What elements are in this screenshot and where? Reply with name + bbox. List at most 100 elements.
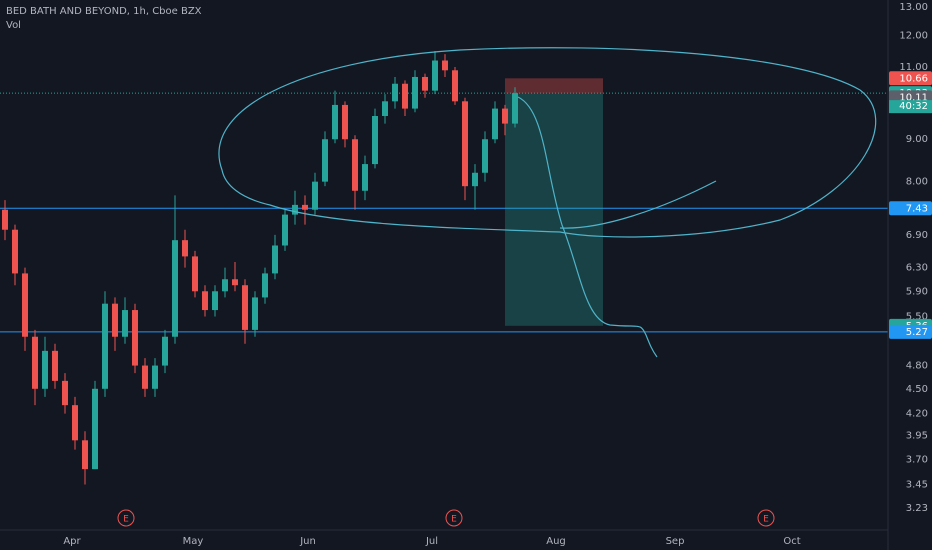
candle-body [212, 291, 218, 311]
candle-body [462, 101, 468, 187]
price-tag-label: 5.27 [906, 327, 928, 338]
y-tick-label: 11.00 [899, 62, 928, 73]
y-tick-label: 4.50 [906, 384, 928, 395]
candle-body [432, 60, 438, 91]
candle-body [372, 116, 378, 165]
y-tick-label: 5.50 [906, 312, 928, 323]
candle-body [62, 380, 68, 406]
x-tick-label: Jul [425, 536, 438, 547]
y-tick-label: 3.45 [906, 479, 928, 490]
candle-body [192, 256, 198, 292]
price-tag [889, 201, 932, 216]
candle-body [142, 365, 148, 389]
ellipse-drawing [218, 47, 877, 238]
candle-body [392, 83, 398, 102]
y-tick-label: 4.20 [906, 409, 928, 420]
candle-body [292, 204, 298, 215]
candle-body [222, 279, 228, 292]
candle-body [22, 273, 28, 337]
candle-body [342, 104, 348, 140]
candle-body [352, 139, 358, 191]
y-tick-label: 13.00 [899, 2, 928, 13]
candle-body [322, 139, 328, 182]
candle-body [12, 229, 18, 274]
countdown-tag [889, 100, 932, 114]
candle-body [512, 93, 518, 124]
indicator-label: Vol [6, 20, 21, 31]
x-tick-label: Sep [666, 536, 685, 547]
candle-body [332, 104, 338, 140]
candle-body [32, 336, 38, 389]
candle-body [262, 273, 268, 298]
candle-body [482, 139, 488, 173]
stop-zone [505, 78, 603, 94]
candle-body [52, 350, 58, 381]
candle-body [92, 388, 98, 470]
candle-body [152, 365, 158, 389]
candle-body [452, 70, 458, 102]
y-tick-label: 4.80 [906, 361, 928, 372]
projection-drawing [517, 96, 658, 358]
y-tick-label: 9.00 [906, 134, 928, 145]
candle-body [242, 285, 248, 330]
candle-body [182, 240, 188, 257]
price-tag-label: 10.11 [899, 92, 928, 103]
curve-drawing [559, 180, 717, 229]
y-tick-label: 6.30 [906, 263, 928, 274]
position-tool [505, 78, 603, 326]
y-tick-label: 5.90 [906, 286, 928, 297]
candle-body [122, 310, 128, 337]
candle-body [172, 240, 178, 337]
candle-body [472, 172, 478, 187]
y-tick-label: 3.95 [906, 431, 928, 442]
event-label: E [451, 515, 457, 525]
event-label: E [763, 515, 769, 525]
candle-body [272, 245, 278, 274]
candle-body [492, 108, 498, 140]
candle-body [132, 310, 138, 366]
candle-body [362, 164, 368, 191]
y-tick-label: 3.70 [906, 454, 928, 465]
candle-body [312, 181, 318, 210]
candle-body [232, 279, 238, 286]
price-tag-label: 10.66 [899, 73, 928, 84]
y-tick-label: 8.00 [906, 177, 928, 188]
candle-body [102, 303, 108, 389]
candle-body [2, 209, 8, 230]
price-tag-label: 7.43 [906, 203, 928, 214]
target-zone [505, 93, 603, 326]
candle-body [282, 214, 288, 246]
candle-body [82, 440, 88, 470]
y-tick-label: 6.90 [906, 230, 928, 241]
candle-body [402, 83, 408, 109]
candle-body [442, 60, 448, 71]
x-tick-label: Aug [546, 536, 566, 547]
y-tick-label: 12.00 [899, 31, 928, 42]
event-marker [445, 509, 463, 527]
price-tag [889, 71, 932, 86]
x-tick-label: May [183, 536, 204, 547]
x-tick-label: Oct [783, 536, 800, 547]
chart-title: BED BATH AND BEYOND, 1h, Cboe BZX [6, 6, 202, 17]
event-marker [117, 509, 135, 527]
x-tick-label: Jun [299, 536, 316, 547]
candle-body [302, 204, 308, 210]
y-tick-label: 3.23 [906, 503, 928, 514]
x-tick-label: Apr [63, 536, 81, 547]
candle-body [42, 350, 48, 389]
candle-body [422, 76, 428, 91]
candle-body [202, 291, 208, 311]
price-tag [889, 324, 932, 339]
event-marker [757, 509, 775, 527]
candle-body [112, 303, 118, 337]
candle-body [382, 101, 388, 117]
candle-body [502, 108, 508, 124]
candle-body [252, 297, 258, 330]
grid [0, 92, 888, 333]
event-label: E [123, 515, 129, 525]
candle-body [162, 336, 168, 366]
axes: 3.23 3.45 3.70 3.95 4.20 4.50 4.80 5.50 5.90 6.30… [63, 2, 932, 547]
countdown-label: 40:32 [899, 101, 928, 112]
